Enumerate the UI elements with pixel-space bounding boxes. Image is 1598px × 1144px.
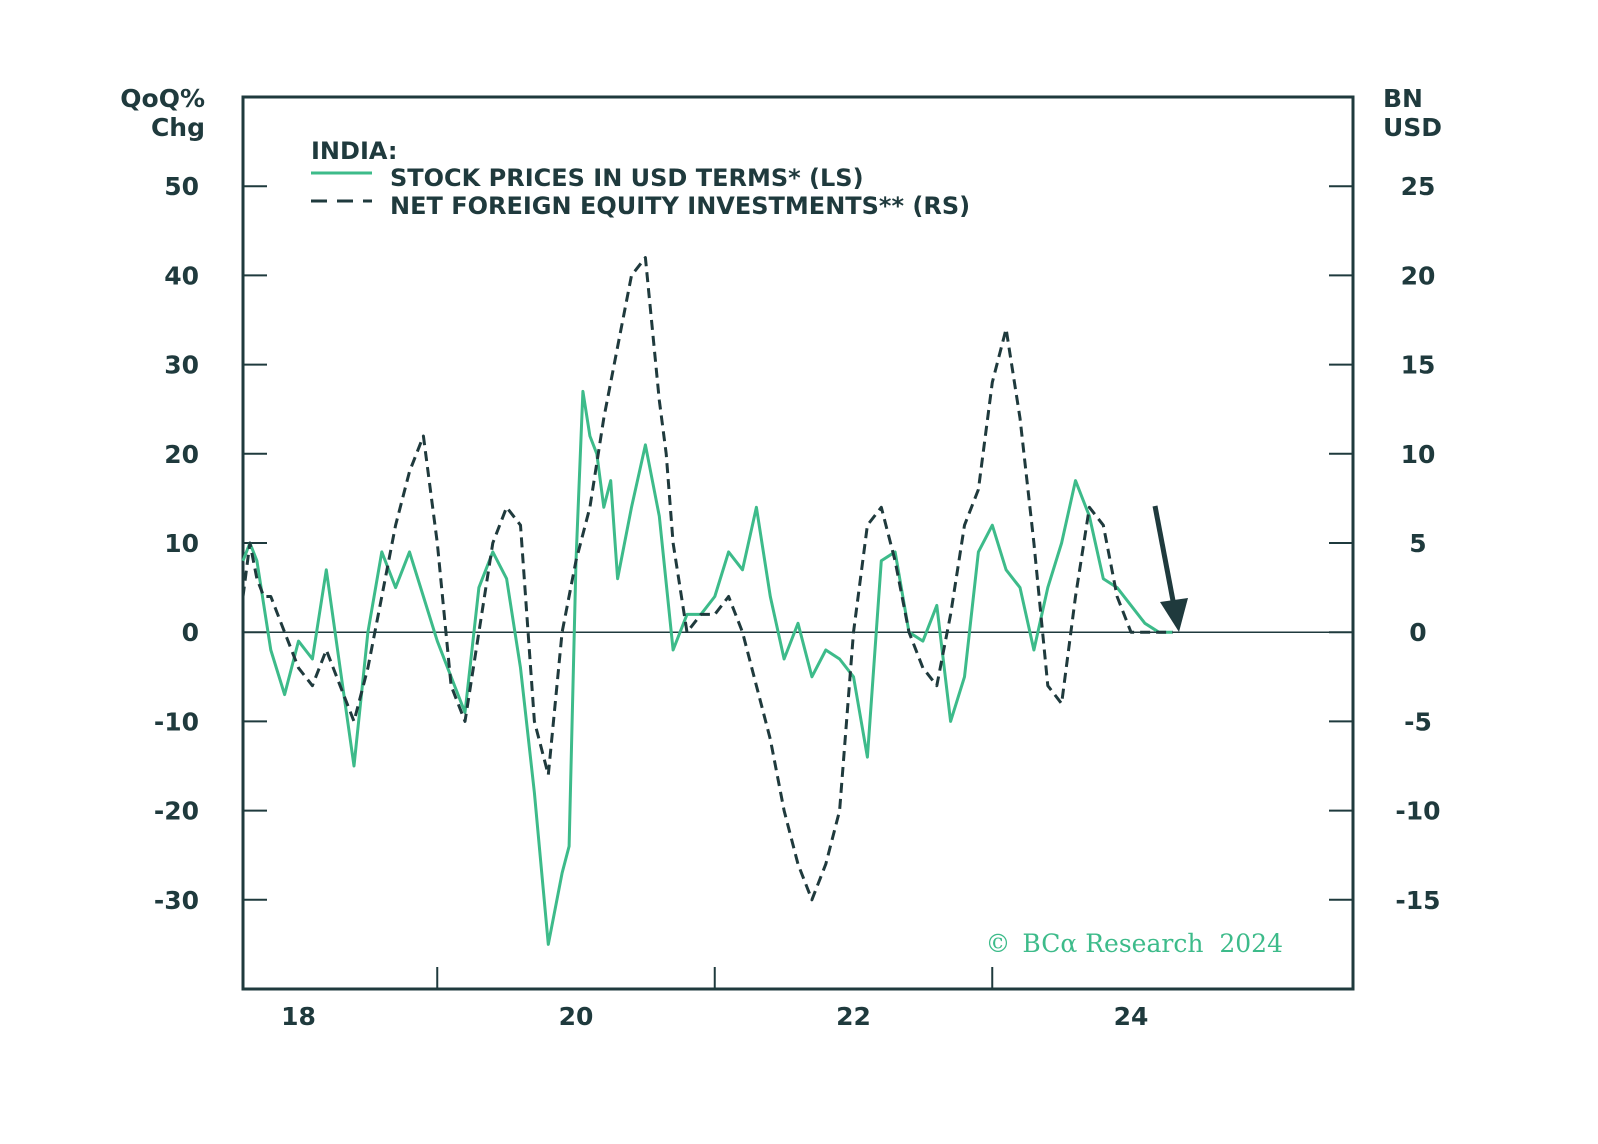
right-axis-label-line2: USD xyxy=(1383,113,1442,142)
right-tick-label: 10 xyxy=(1401,440,1436,469)
net-foreign-investment-line xyxy=(241,256,1173,902)
left-tick-label: -30 xyxy=(154,886,199,915)
right-tick-label: -15 xyxy=(1395,886,1440,915)
series-group xyxy=(241,256,1173,946)
right-tick-label: 15 xyxy=(1401,351,1436,380)
right-axis-label-line1: BN xyxy=(1383,84,1423,113)
axis-ticks xyxy=(243,185,1353,989)
legend-stock-label: STOCK PRICES IN USD TERMS* (LS) xyxy=(390,164,864,192)
credit-year: 2024 xyxy=(1219,929,1283,958)
left-tick-label: 50 xyxy=(164,172,199,201)
left-tick-label: -20 xyxy=(154,797,199,826)
right-tick-label: -10 xyxy=(1395,797,1440,826)
down-arrow-icon xyxy=(1152,505,1188,632)
x-tick-label: 20 xyxy=(559,1002,594,1031)
left-tick-label: -10 xyxy=(154,707,199,736)
x-tick-label: 22 xyxy=(836,1002,871,1031)
right-tick-label: -5 xyxy=(1404,707,1432,736)
x-tick-label: 18 xyxy=(281,1002,316,1031)
x-tick-label: 24 xyxy=(1114,1002,1149,1031)
legend-title: INDIA: xyxy=(311,137,397,165)
credit-brand: BCα Research xyxy=(1022,929,1203,958)
left-axis-label-line1: QoQ% xyxy=(120,84,205,113)
right-tick-label: 20 xyxy=(1401,261,1436,290)
credit-label: © BCα Research 2024 xyxy=(985,929,1283,958)
plot-frame xyxy=(241,95,1355,991)
left-tick-label: 40 xyxy=(164,261,199,290)
right-tick-label: 0 xyxy=(1409,618,1426,647)
stock-prices-line xyxy=(241,389,1173,946)
left-tick-label: 0 xyxy=(182,618,199,647)
copyright-symbol: © xyxy=(985,929,1010,958)
left-tick-label: 10 xyxy=(164,529,199,558)
left-tick-label: 30 xyxy=(164,351,199,380)
left-axis-label-line2: Chg xyxy=(151,113,205,142)
legend-investment-label: NET FOREIGN EQUITY INVESTMENTS** (RS) xyxy=(390,192,970,220)
right-tick-label: 5 xyxy=(1409,529,1426,558)
tick-labels: 50403020100-10-20-302520151050-5-10-1518… xyxy=(154,172,1441,1031)
left-tick-label: 20 xyxy=(164,440,199,469)
right-tick-label: 25 xyxy=(1401,172,1436,201)
